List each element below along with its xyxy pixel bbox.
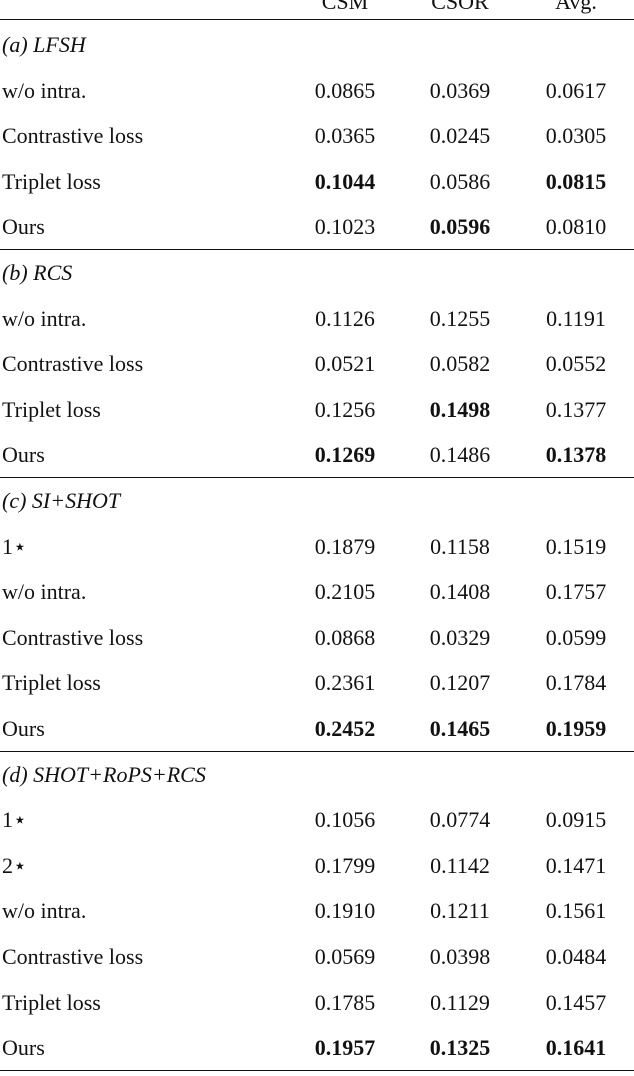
column-header: Avg. xyxy=(555,0,597,14)
cell-value: 0.1378 xyxy=(545,442,607,468)
cell-value: 0.1191 xyxy=(546,305,606,331)
cell-value: 0.1126 xyxy=(315,305,375,331)
row-label: Triplet loss xyxy=(2,168,101,194)
table-rule xyxy=(0,19,634,21)
row-label: Contrastive loss xyxy=(2,351,144,377)
cell-value: 0.1325 xyxy=(429,1035,491,1061)
cell-value: 0.1408 xyxy=(429,579,491,605)
cell-value: 0.0599 xyxy=(545,624,607,650)
column-header: CSM xyxy=(321,0,369,14)
cell-value: 0.1471 xyxy=(545,852,607,878)
cell-value: 0.0552 xyxy=(545,351,607,377)
cell-value: 0.1785 xyxy=(314,989,376,1015)
cell-value: 0.1957 xyxy=(314,1035,376,1061)
row-label: 1⋆ xyxy=(2,807,27,833)
cell-value: 0.0868 xyxy=(314,624,376,650)
table-rule xyxy=(0,750,634,753)
cell-value: 0.1207 xyxy=(429,670,491,696)
cell-value: 0.1142 xyxy=(430,852,490,878)
cell-value: 0.1255 xyxy=(429,305,491,331)
cell-value: 0.1269 xyxy=(314,442,376,468)
cell-value: 0.0484 xyxy=(545,944,607,969)
cell-value: 0.0915 xyxy=(545,807,607,833)
cell-value: 0.0582 xyxy=(429,351,491,377)
row-label: w/o intra. xyxy=(2,77,87,103)
section-title: (a) LFSH xyxy=(2,32,86,57)
cell-value: 0.0305 xyxy=(545,123,607,149)
cell-value: 0.1641 xyxy=(545,1035,607,1061)
cell-value: 0.2105 xyxy=(314,579,376,605)
cell-value: 0.1561 xyxy=(545,898,607,924)
cell-value: 0.1784 xyxy=(545,670,607,696)
cell-value: 0.1799 xyxy=(314,852,376,878)
table-rule xyxy=(0,477,634,479)
cell-value: 0.1158 xyxy=(430,533,490,559)
cell-value: 0.1879 xyxy=(314,533,376,559)
cell-value: 0.0810 xyxy=(545,214,607,240)
column-header: CSOR xyxy=(431,0,489,14)
row-label: 1⋆ xyxy=(2,533,27,559)
row-label: Ours xyxy=(2,1035,45,1061)
row-label: Triplet loss xyxy=(2,989,101,1015)
cell-value: 0.1457 xyxy=(545,989,607,1015)
row-label: Contrastive loss xyxy=(2,944,144,969)
cell-value: 0.1757 xyxy=(545,579,607,605)
row-label: Triplet loss xyxy=(2,670,101,696)
row-label: w/o intra. xyxy=(2,305,87,331)
cell-value: 0.1377 xyxy=(545,396,607,422)
cell-value: 0.0815 xyxy=(545,168,607,194)
cell-value: 0.0398 xyxy=(429,944,491,969)
cell-value: 0.1044 xyxy=(314,168,376,194)
row-label: 2⋆ xyxy=(2,852,27,878)
cell-value: 0.1256 xyxy=(314,396,376,422)
cell-value: 0.2452 xyxy=(314,716,376,741)
cell-value: 0.1129 xyxy=(430,989,490,1015)
row-label: Ours xyxy=(2,214,45,240)
cell-value: 0.1023 xyxy=(314,214,376,240)
table-rule xyxy=(0,249,634,251)
cell-value: 0.1959 xyxy=(545,716,607,741)
cell-value: 0.2361 xyxy=(314,670,376,696)
cell-value: 0.1498 xyxy=(429,396,491,422)
row-label: Ours xyxy=(2,442,45,468)
row-label: Ours xyxy=(2,716,45,741)
cell-value: 0.0369 xyxy=(429,77,491,103)
cell-value: 0.0596 xyxy=(429,214,491,240)
row-label: Contrastive loss xyxy=(2,624,144,650)
cell-value: 0.0865 xyxy=(314,77,376,103)
cell-value: 0.1910 xyxy=(314,898,376,924)
cell-value: 0.0617 xyxy=(545,77,607,103)
row-label: w/o intra. xyxy=(2,579,87,605)
table-rule xyxy=(0,1070,634,1072)
cell-value: 0.1465 xyxy=(429,716,491,741)
cell-value: 0.0365 xyxy=(314,123,376,149)
cell-value: 0.0569 xyxy=(314,944,376,969)
row-label: Contrastive loss xyxy=(2,123,144,149)
cell-value: 0.0329 xyxy=(429,624,491,650)
section-title: (d) SHOT+RoPS+RCS xyxy=(2,761,206,787)
row-label: Triplet loss xyxy=(2,396,101,422)
cell-value: 0.1486 xyxy=(429,442,491,468)
section-title: (b) RCS xyxy=(2,260,73,285)
section-title: (c) SI+SHOT xyxy=(2,488,121,513)
row-label: w/o intra. xyxy=(2,898,87,924)
cell-value: 0.0521 xyxy=(314,351,376,377)
cell-value: 0.1211 xyxy=(430,898,490,924)
cell-value: 0.0245 xyxy=(429,123,491,149)
cell-value: 0.1056 xyxy=(314,807,376,833)
cell-value: 0.0586 xyxy=(429,168,491,194)
cell-value: 0.0774 xyxy=(429,807,491,833)
cell-value: 0.1519 xyxy=(545,533,607,559)
